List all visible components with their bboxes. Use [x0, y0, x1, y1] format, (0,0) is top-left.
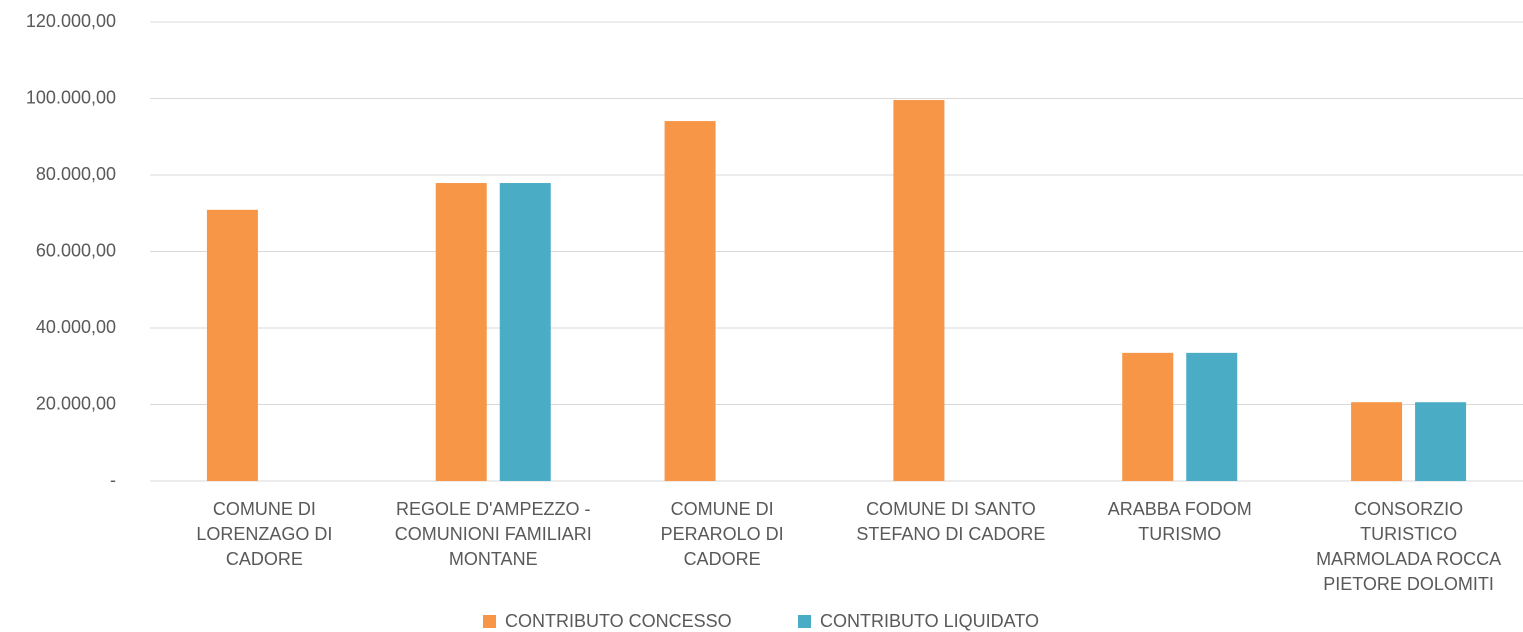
bar [1186, 352, 1238, 481]
y-tick-label: - [110, 470, 116, 490]
bar [893, 100, 945, 481]
bar [1122, 352, 1174, 481]
legend-label: CONTRIBUTO CONCESSO [505, 611, 732, 631]
x-tick-label: ARABBA FODOM TURISMO [1107, 499, 1252, 544]
bar [499, 183, 551, 481]
x-tick-label: COMUNE DI PERAROLO DI CADORE [660, 499, 784, 569]
legend-swatch [483, 615, 496, 628]
x-tick-label: COMUNE DI LORENZAGO DI CADORE [196, 499, 333, 569]
x-tick-label: CONSORZIO TURISTICO MARMOLADA ROCCA PIET… [1316, 499, 1502, 594]
x-tick-label: REGOLE D'AMPEZZO - COMUNIONI FAMILIARI M… [394, 499, 592, 569]
bar [206, 209, 258, 481]
bar [664, 121, 716, 481]
y-tick-label: 120.000,00 [26, 11, 116, 31]
legend-swatch [798, 615, 811, 628]
y-tick-label: 20.000,00 [36, 393, 116, 413]
bar [1351, 402, 1403, 481]
y-tick-label: 100.000,00 [26, 87, 116, 107]
x-tick-label: COMUNE DI SANTO STEFANO DI CADORE [856, 499, 1046, 544]
y-tick-label: 40.000,00 [36, 317, 116, 337]
legend-label: CONTRIBUTO LIQUIDATO [820, 611, 1039, 631]
y-tick-label: 60.000,00 [36, 240, 116, 260]
bar [435, 183, 487, 481]
y-tick-label: 80.000,00 [36, 164, 116, 184]
bar [1415, 402, 1467, 481]
